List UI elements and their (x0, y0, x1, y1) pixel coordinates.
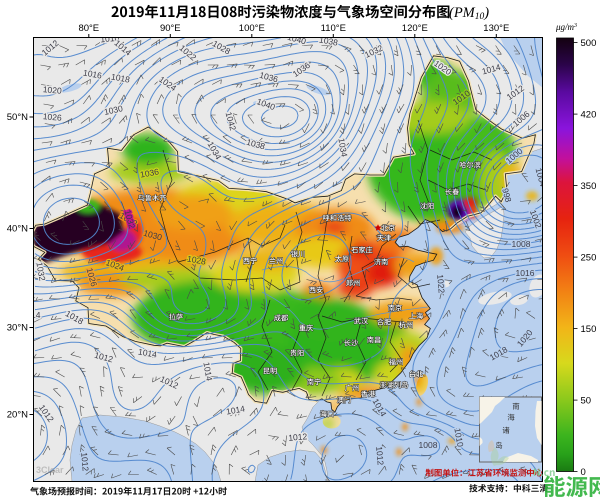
svg-text:40°N: 40°N (7, 224, 28, 235)
svg-text:1014: 1014 (137, 346, 158, 359)
svg-text:1004: 1004 (534, 167, 549, 188)
svg-text:1038: 1038 (318, 34, 339, 47)
svg-text:30°N: 30°N (7, 323, 28, 334)
svg-text:20°N: 20°N (7, 410, 28, 421)
svg-text:250: 250 (581, 252, 597, 263)
svg-text:1028: 1028 (186, 253, 207, 266)
svg-text:3Clear: 3Clear (36, 465, 64, 475)
svg-text:50°N: 50°N (7, 112, 28, 123)
svg-text:1032: 1032 (34, 261, 47, 282)
svg-text:1012: 1012 (374, 446, 386, 466)
svg-text:350: 350 (581, 181, 597, 192)
svg-text:1014: 1014 (225, 403, 246, 416)
svg-text:1040: 1040 (286, 32, 307, 47)
svg-text:500: 500 (581, 38, 597, 49)
svg-text:120°E: 120°E (402, 23, 428, 34)
svg-text:1034: 1034 (336, 137, 349, 158)
svg-text:110°E: 110°E (321, 23, 346, 34)
svg-text:1016: 1016 (516, 268, 535, 278)
svg-text:1022: 1022 (435, 274, 447, 294)
svg-text:1008: 1008 (512, 239, 531, 249)
svg-text:50: 50 (581, 395, 592, 406)
svg-text:1026: 1026 (42, 111, 62, 123)
svg-text:0: 0 (581, 467, 586, 478)
svg-text:1010: 1010 (452, 427, 465, 448)
svg-text:1036: 1036 (139, 166, 160, 179)
svg-text:1014: 1014 (201, 361, 214, 382)
svg-text:90°E: 90°E (160, 23, 181, 34)
svg-text:μg/m3: μg/m3 (555, 22, 577, 32)
svg-text:150: 150 (581, 324, 597, 335)
svg-text:1012: 1012 (288, 431, 308, 443)
svg-text:130°E: 130°E (483, 23, 509, 34)
svg-text:1010: 1010 (100, 33, 120, 45)
svg-text:1016: 1016 (82, 67, 103, 80)
svg-text:1018: 1018 (110, 71, 131, 84)
svg-text:100°E: 100°E (239, 23, 265, 34)
svg-text:1012: 1012 (79, 452, 91, 472)
svg-text:420: 420 (581, 109, 597, 120)
svg-text:1020: 1020 (42, 84, 62, 96)
svg-text:1014: 1014 (22, 310, 41, 320)
svg-text:80°E: 80°E (78, 23, 99, 34)
svg-text:1008: 1008 (419, 440, 438, 450)
